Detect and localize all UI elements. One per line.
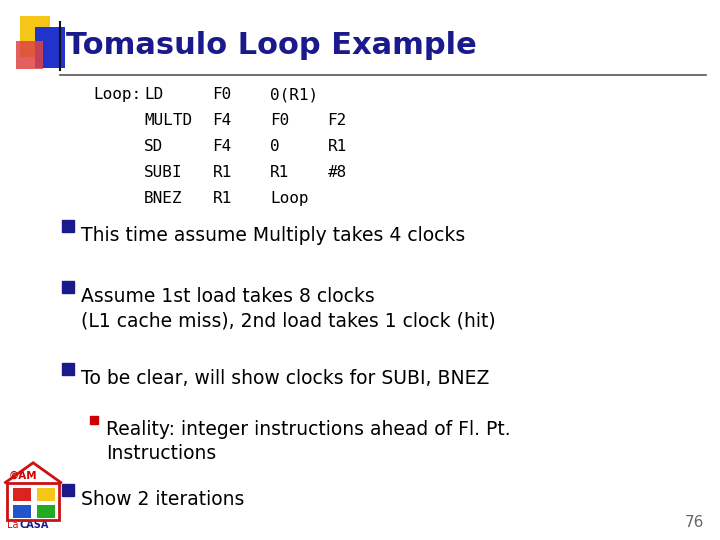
Text: 76: 76 <box>685 515 704 530</box>
FancyBboxPatch shape <box>13 505 31 518</box>
Text: Loop: Loop <box>270 191 308 206</box>
Text: R1: R1 <box>270 165 289 180</box>
Text: MULTD: MULTD <box>144 113 192 129</box>
Text: This time assume Multiply takes 4 clocks: This time assume Multiply takes 4 clocks <box>81 226 465 245</box>
Text: F4: F4 <box>212 113 232 129</box>
Text: F0: F0 <box>212 87 232 103</box>
FancyBboxPatch shape <box>37 488 55 501</box>
Text: R1: R1 <box>328 139 347 154</box>
Text: R1: R1 <box>212 191 232 206</box>
Text: BNEZ: BNEZ <box>144 191 182 206</box>
FancyBboxPatch shape <box>16 41 43 69</box>
Text: La: La <box>7 520 19 530</box>
Text: Show 2 iterations: Show 2 iterations <box>81 490 244 509</box>
FancyBboxPatch shape <box>20 16 50 57</box>
Text: Assume 1st load takes 8 clocks
(L1 cache miss), 2nd load takes 1 clock (hit): Assume 1st load takes 8 clocks (L1 cache… <box>81 287 495 330</box>
Text: Loop:: Loop: <box>94 87 142 103</box>
Text: CASA: CASA <box>19 520 49 530</box>
Text: #8: #8 <box>328 165 347 180</box>
FancyBboxPatch shape <box>37 505 55 518</box>
Text: LD: LD <box>144 87 163 103</box>
FancyBboxPatch shape <box>35 27 65 68</box>
Text: F2: F2 <box>328 113 347 129</box>
Text: Reality: integer instructions ahead of Fl. Pt.
Instructions: Reality: integer instructions ahead of F… <box>106 420 510 463</box>
Text: 0(R1): 0(R1) <box>270 87 318 103</box>
Text: Tomasulo Loop Example: Tomasulo Loop Example <box>66 31 477 60</box>
FancyBboxPatch shape <box>13 488 31 501</box>
Text: ©AM: ©AM <box>9 471 37 481</box>
Text: R1: R1 <box>212 165 232 180</box>
Text: To be clear, will show clocks for SUBI, BNEZ: To be clear, will show clocks for SUBI, … <box>81 369 489 388</box>
Text: SUBI: SUBI <box>144 165 182 180</box>
Text: F0: F0 <box>270 113 289 129</box>
Text: SD: SD <box>144 139 163 154</box>
Text: 0: 0 <box>270 139 279 154</box>
Text: F4: F4 <box>212 139 232 154</box>
